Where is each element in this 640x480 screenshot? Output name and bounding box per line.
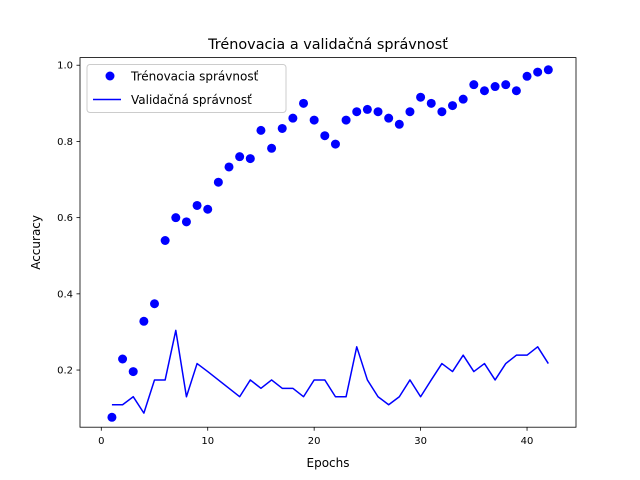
training-accuracy-point (288, 113, 298, 123)
training-accuracy-point (224, 162, 234, 172)
training-accuracy-point (309, 115, 319, 125)
validation-accuracy-line (111, 329, 549, 414)
plot-area (107, 65, 553, 422)
legend: Trénovacia správnosť Validačná správnosť (86, 64, 287, 113)
training-accuracy-point (522, 71, 532, 81)
x-tick-label: 20 (308, 436, 321, 447)
plot-frame (79, 57, 577, 428)
training-accuracy-point (490, 82, 500, 92)
training-accuracy-point (181, 217, 191, 227)
legend-box (86, 64, 287, 113)
training-accuracy-point (362, 104, 372, 114)
training-accuracy-point (543, 65, 553, 75)
training-accuracy-point (511, 86, 521, 96)
x-tick-label: 30 (414, 436, 427, 447)
x-tick-label: 40 (521, 436, 534, 447)
legend-label-training: Trénovacia správnosť (130, 70, 259, 84)
x-tick-label: 10 (201, 436, 214, 447)
training-accuracy-point (320, 131, 330, 141)
x-tick-label: 0 (98, 436, 104, 447)
training-accuracy-point (416, 92, 426, 102)
training-accuracy-point (203, 204, 213, 214)
legend-label-validation: Validačná správnosť (131, 93, 252, 107)
training-accuracy-point (256, 125, 266, 135)
training-accuracy-point (235, 152, 245, 162)
x-axis-label: Epochs (307, 456, 350, 470)
training-accuracy-point (245, 154, 255, 164)
y-tick-label: 0.6 (57, 213, 73, 224)
training-accuracy-point (150, 299, 160, 309)
training-accuracy-point (394, 119, 404, 129)
training-accuracy-point (426, 98, 436, 108)
training-accuracy-point (384, 113, 394, 123)
training-accuracy-point (341, 115, 351, 125)
training-accuracy-point (352, 107, 362, 117)
chart-title: Trénovacia a validačná správnosť (207, 37, 448, 53)
training-accuracy-point (139, 316, 149, 326)
training-accuracy-point (128, 367, 138, 377)
training-accuracy-point (171, 213, 181, 223)
y-tick-label: 0.8 (57, 137, 73, 148)
training-accuracy-point (330, 139, 340, 149)
training-accuracy-point (479, 86, 489, 96)
training-accuracy-point (299, 98, 309, 108)
y-axis-label: Accuracy (29, 215, 43, 270)
training-accuracy-point (192, 200, 202, 210)
training-accuracy-point (160, 235, 170, 245)
training-accuracy-point (118, 354, 128, 364)
training-accuracy-point (437, 107, 447, 117)
training-accuracy-point (107, 412, 117, 422)
training-accuracy-point (267, 143, 277, 153)
legend-marker-training (105, 71, 115, 81)
training-accuracy-point (469, 80, 479, 90)
y-tick-label: 1.0 (57, 61, 73, 72)
training-accuracy-point (213, 177, 223, 187)
y-tick-label: 0.4 (57, 289, 73, 300)
training-accuracy-point (277, 123, 287, 133)
training-accuracy-point (533, 67, 543, 77)
training-accuracy-point (501, 80, 511, 90)
y-axis-ticks: 0.2 0.4 0.6 0.8 1.0 (57, 61, 80, 377)
x-axis-ticks: 0 10 20 30 40 (98, 427, 533, 447)
training-accuracy-point (405, 107, 415, 117)
y-tick-label: 0.2 (57, 366, 73, 377)
training-accuracy-point (448, 101, 458, 111)
training-accuracy-point (373, 107, 383, 117)
training-accuracy-point (458, 94, 468, 104)
